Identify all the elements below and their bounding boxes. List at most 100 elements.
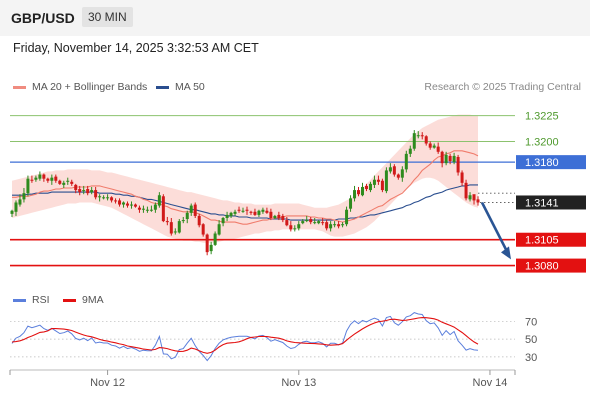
legend-rsi-label: RSI [32,294,50,306]
candle-body [201,224,205,235]
legend-ma20-swatch [13,85,26,89]
candle-body [153,204,157,210]
candle-body [114,200,118,202]
rsi-tick-50: 50 [525,334,537,346]
candle-body [10,210,14,214]
currency-pair-title: GBP/USD [11,10,75,26]
candle-body [38,174,42,179]
legend-9ma-swatch [63,298,76,302]
candle-body [321,222,325,224]
candle-body [209,244,213,252]
candle-body [181,220,185,222]
x-tick-label: Nov 14 [473,377,508,389]
candle-body [42,174,46,179]
candle-body [297,224,301,229]
header-bar: GBP/USD 30 MIN [0,0,590,36]
level-badge-1.3105 [516,232,586,247]
candle-body [261,209,265,212]
candle-body [400,169,404,178]
legend-ma50-label: MA 50 [175,81,205,93]
candles-group [10,130,480,256]
candle-body [98,196,102,198]
candle-body [90,190,94,193]
candle-body [345,209,349,225]
candle-body [70,181,74,184]
candle-body [110,197,114,201]
level-badge-1.3180 [516,155,586,170]
candle-body [26,178,30,194]
candle-body [233,211,237,214]
candle-body [225,214,229,218]
candle-body [424,136,428,144]
candle-body [197,215,201,226]
candle-body [54,176,58,181]
rsi-tick-30: 30 [525,352,537,364]
candle-body [245,209,249,211]
candle-body [293,228,297,230]
candle-body [325,222,329,229]
candle-body [221,218,225,224]
candle-body [440,151,444,164]
candle-body [392,166,396,175]
timeframe-badge[interactable]: 30 MIN [82,7,133,27]
x-tick-label: Nov 13 [281,377,316,389]
candle-body [253,211,257,215]
bollinger-band [12,114,478,243]
rsi-tick-70: 70 [525,316,537,328]
candle-body [249,211,253,213]
level-label-1.3225: 1.3225 [525,111,559,123]
candle-body [305,220,309,222]
candle-body [329,224,333,229]
candle-body [408,148,412,154]
candle-body [472,194,476,201]
candle-body [161,196,165,222]
candle-body [380,180,384,191]
candle-body [82,190,86,192]
candle-body [34,177,38,180]
candle-body [50,177,54,181]
candle-body [149,209,153,211]
candle-body [281,215,285,221]
candle-body [333,224,337,226]
candle-body [189,205,193,213]
candle-body [133,204,137,207]
candle-body [118,200,122,205]
candle-body [464,182,468,199]
level-label-1.3141: 1.3141 [525,197,559,209]
candle-body [444,154,448,164]
candle-body [66,180,70,182]
candle-body [376,179,380,182]
copyright: Research © 2025 Trading Central [424,81,581,93]
candle-body [217,224,221,235]
level-badge-1.3141 [516,195,586,210]
projection-arrow-line [480,201,510,254]
candle-body [269,211,273,218]
candle-body [229,212,233,216]
legend-rsi-swatch [13,298,26,302]
level-label-1.3105: 1.3105 [525,235,559,247]
candle-body [257,210,261,215]
candle-body [237,209,241,211]
candle-body [129,204,133,206]
candle-body [74,184,78,191]
candle-body [416,135,420,137]
candle-body [384,170,388,192]
level-label-1.3180: 1.3180 [525,157,559,169]
legend-ma50-swatch [156,85,169,89]
candle-body [94,190,98,198]
rsi-9ma-line [11,317,479,354]
candle-body [78,189,82,193]
candle-body [177,221,181,233]
candle-body [349,198,353,209]
candle-body [46,178,50,181]
candle-body [241,210,245,212]
ma50-line [12,184,478,221]
candle-body [165,221,169,223]
candle-body [30,179,34,181]
candle-body [285,220,289,226]
projection-arrowhead [501,246,511,260]
candle-body [22,193,26,200]
candle-body [86,189,90,194]
candle-body [102,197,106,199]
